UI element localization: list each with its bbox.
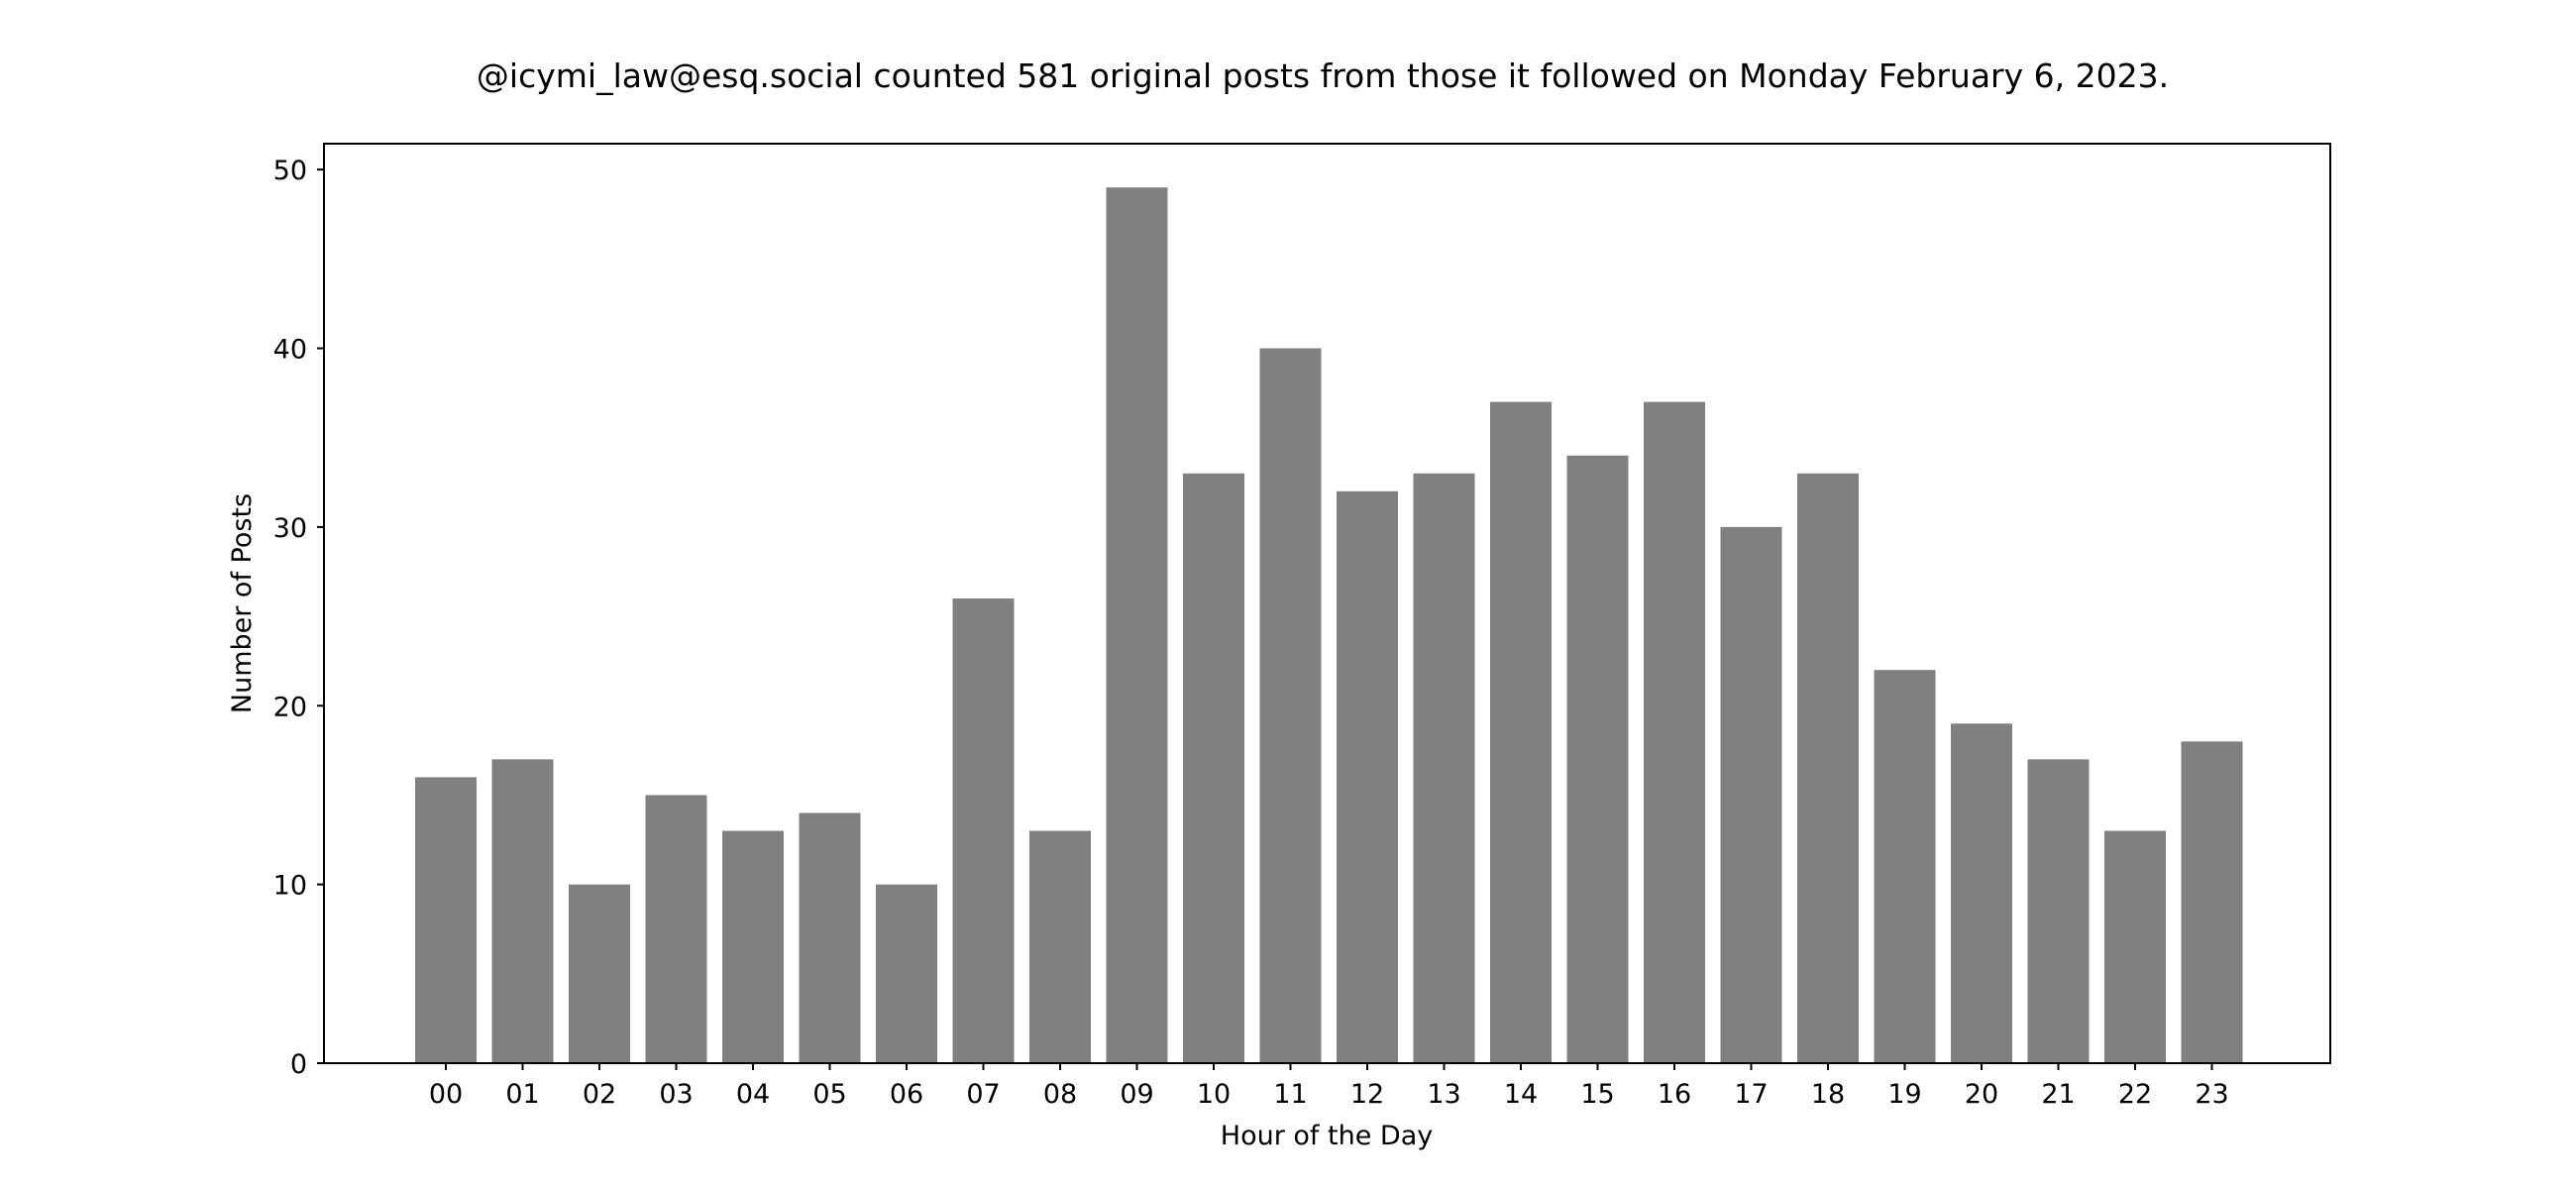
y-axis-label: Number of Posts: [227, 493, 258, 713]
x-tick-label: 02: [583, 1079, 616, 1110]
x-tick-label: 15: [1580, 1079, 1614, 1110]
x-tick-label: 18: [1811, 1079, 1845, 1110]
bar-hour-17: [1720, 526, 1782, 1063]
bar-hour-06: [876, 884, 937, 1063]
x-tick-label: 10: [1197, 1079, 1231, 1110]
x-tick-label: 17: [1734, 1079, 1768, 1110]
y-tick-label: 10: [273, 871, 307, 902]
bar-hour-11: [1259, 348, 1322, 1063]
y-tick-label: 20: [273, 692, 307, 722]
bar-hour-02: [569, 884, 630, 1063]
bar-hour-22: [2104, 830, 2166, 1063]
bar-hour-03: [645, 795, 707, 1063]
bar-hour-04: [722, 830, 784, 1063]
bar-hour-16: [1644, 401, 1705, 1063]
bar-hour-15: [1566, 455, 1629, 1063]
y-tick-label: 0: [290, 1049, 307, 1080]
x-axis-ticks: 00 01 02 03 04 05 06 07 08 09 10 11 12 13 14 15 16 17 18 19…: [429, 1063, 2229, 1110]
bar-hour-05: [799, 812, 861, 1063]
y-axis-ticks: 0 10 20 30 40 50: [273, 156, 324, 1080]
chart-title: @icymi_law@esq.social counted 581 origin…: [477, 56, 2169, 95]
bar-hour-10: [1183, 473, 1244, 1063]
bar-hour-09: [1106, 187, 1168, 1063]
x-tick-label: 11: [1273, 1079, 1307, 1110]
x-tick-label: 08: [1043, 1079, 1077, 1110]
x-tick-label: 06: [890, 1079, 923, 1110]
bar-hour-08: [1029, 830, 1091, 1063]
x-tick-label: 07: [966, 1079, 1000, 1110]
bar-hour-20: [1951, 723, 2012, 1063]
x-tick-label: 00: [429, 1079, 463, 1110]
x-tick-label: 14: [1504, 1079, 1538, 1110]
x-tick-label: 01: [505, 1079, 539, 1110]
bar-hour-19: [1874, 670, 1936, 1063]
y-tick-label: 40: [273, 335, 307, 366]
x-tick-label: 23: [2195, 1079, 2228, 1110]
x-tick-label: 12: [1350, 1079, 1384, 1110]
y-tick-label: 30: [273, 513, 307, 544]
x-tick-label: 13: [1427, 1079, 1460, 1110]
x-tick-label: 05: [812, 1079, 846, 1110]
bar-hour-13: [1413, 473, 1475, 1063]
bar-hour-21: [2027, 759, 2090, 1063]
bars-layer: [415, 187, 2243, 1063]
x-tick-label: 20: [1965, 1079, 1998, 1110]
plot-frame: [323, 143, 2331, 1064]
bar-hour-07: [952, 598, 1015, 1063]
y-tick-label: 50: [273, 156, 307, 186]
bar-hour-23: [2181, 741, 2243, 1063]
x-tick-label: 19: [1887, 1079, 1921, 1110]
bar-hour-18: [1797, 473, 1859, 1063]
x-tick-label: 22: [2118, 1079, 2152, 1110]
x-tick-label: 21: [2041, 1079, 2075, 1110]
x-tick-label: 16: [1658, 1079, 1691, 1110]
x-tick-label: 04: [736, 1079, 770, 1110]
bar-hour-12: [1337, 490, 1398, 1063]
bar-hour-01: [491, 759, 554, 1063]
bar-hour-00: [415, 777, 477, 1063]
x-tick-label: 09: [1120, 1079, 1153, 1110]
x-tick-label: 03: [659, 1079, 693, 1110]
x-axis-label: Hour of the Day: [1221, 1121, 1433, 1151]
bar-hour-14: [1490, 401, 1552, 1063]
